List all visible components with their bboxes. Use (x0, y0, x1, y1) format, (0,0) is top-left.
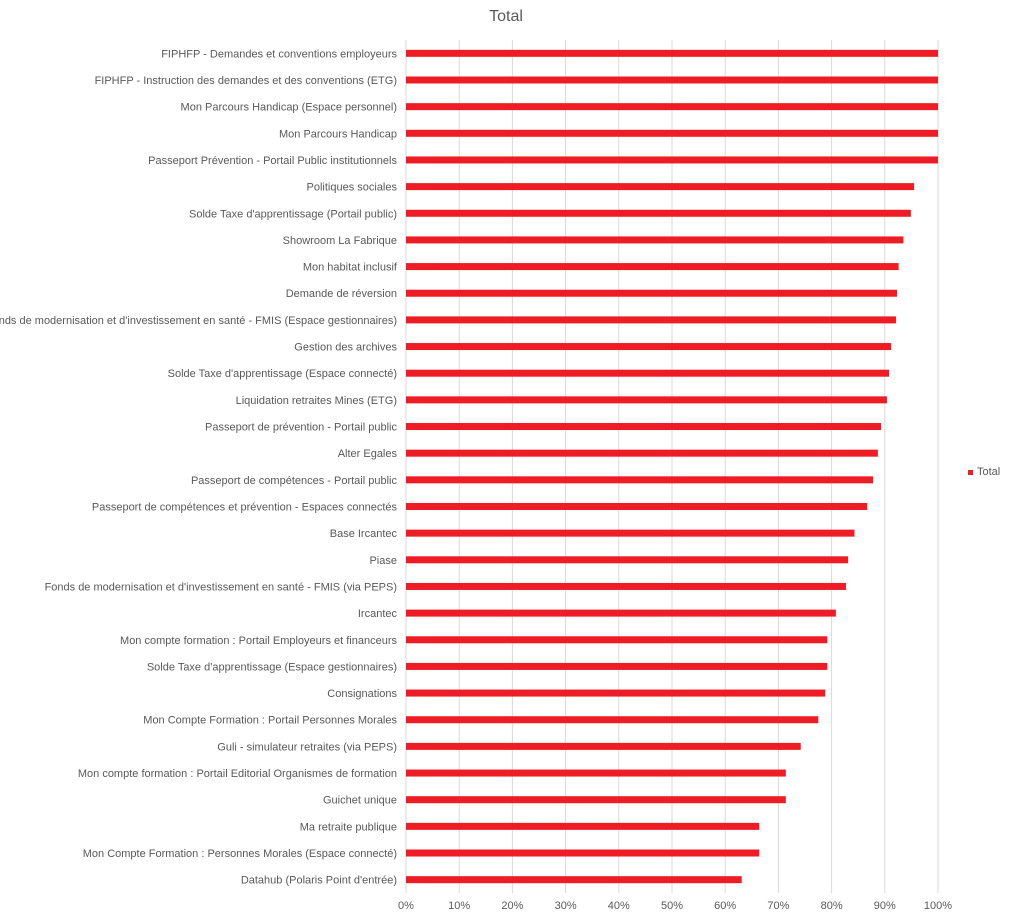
category-label: Solde Taxe d'apprentissage (Espace gesti… (147, 661, 397, 673)
category-label: Politiques sociales (307, 182, 398, 194)
bar (406, 396, 887, 404)
bar (406, 742, 801, 750)
legend-swatch (968, 469, 973, 475)
bar (406, 529, 855, 537)
bar (406, 369, 890, 377)
category-label: Passeport de compétences et prévention -… (92, 501, 398, 513)
bar (406, 502, 868, 510)
category-label: Fonds de modernisation et d'investisseme… (45, 581, 397, 593)
x-tick-label: 80% (821, 900, 843, 912)
category-label: Piase (369, 555, 397, 567)
category-label: Passeport Prévention - Portail Public in… (148, 155, 397, 167)
bar (406, 476, 874, 484)
x-tick-label: 60% (714, 900, 736, 912)
x-tick-label: 10% (448, 900, 470, 912)
category-label: Gestion des archives (294, 342, 397, 354)
category-label: Solde Taxe d'apprentissage (Portail publ… (189, 208, 397, 220)
category-label: Mon compte formation : Portail Employeur… (120, 635, 397, 647)
category-label: Guli - simulateur retraites (via PEPS) (217, 741, 397, 753)
bar (406, 822, 760, 830)
bar (406, 156, 938, 164)
x-tick-label: 20% (501, 900, 523, 912)
category-label: Mon Compte Formation : Personnes Morales… (83, 848, 397, 860)
x-tick-label: 50% (661, 900, 683, 912)
bar (406, 556, 849, 564)
bar (406, 423, 882, 431)
category-label: Guichet unique (323, 795, 397, 807)
x-tick-label: 30% (555, 900, 577, 912)
bar (406, 236, 904, 244)
category-label: Ircantec (358, 608, 398, 620)
bar (406, 662, 828, 670)
category-label: Demande de réversion (286, 288, 397, 300)
category-label: Showroom La Fabrique (283, 235, 397, 247)
bar (406, 183, 915, 191)
category-label: Datahub (Polaris Point d'entrée) (241, 875, 397, 887)
legend: Total (968, 466, 1000, 478)
bar (406, 209, 911, 217)
category-label: Mon habitat inclusif (303, 262, 398, 274)
category-label: Consignations (327, 688, 397, 700)
bar (406, 716, 819, 724)
bar (406, 796, 786, 804)
category-label: Mon Parcours Handicap (Espace personnel) (181, 102, 397, 114)
bar (406, 769, 786, 777)
category-label: Liquidation retraites Mines (ETG) (236, 395, 397, 407)
x-tick-label: 90% (874, 900, 896, 912)
bar (406, 129, 938, 137)
x-tick-label: 70% (767, 900, 789, 912)
bar (406, 289, 898, 297)
bar (406, 876, 742, 884)
bar (406, 849, 760, 857)
bar (406, 76, 938, 84)
category-label: Passeport de compétences - Portail publi… (191, 475, 398, 487)
category-label: Mon compte formation : Portail Editorial… (78, 768, 397, 780)
x-tick-label: 0% (398, 900, 414, 912)
category-label: FIPHFP - Demandes et conventions employe… (161, 48, 397, 60)
bar (406, 449, 878, 457)
category-label: Passeport de prévention - Portail public (205, 422, 397, 434)
category-label: Mon Parcours Handicap (279, 128, 397, 140)
bar (406, 343, 892, 351)
bar (406, 636, 828, 644)
bar (406, 689, 826, 697)
bar (406, 316, 896, 324)
category-label: Base Ircantec (330, 528, 398, 540)
chart-title: Total (489, 8, 523, 25)
bar (406, 582, 846, 590)
bar (406, 49, 938, 57)
x-tick-label: 100% (924, 900, 952, 912)
category-label: Alter Egales (338, 448, 398, 460)
bar (406, 103, 938, 111)
category-label: Fonds de modernisation et d'investisseme… (0, 315, 397, 327)
category-label: Solde Taxe d'apprentissage (Espace conne… (168, 368, 397, 380)
legend-label: Total (977, 466, 1001, 478)
x-tick-label: 40% (608, 900, 630, 912)
bar (406, 263, 899, 271)
category-label: Ma retraite publique (300, 821, 397, 833)
bar (406, 609, 836, 617)
category-label: FIPHFP - Instruction des demandes et des… (95, 75, 397, 87)
category-label: Mon Compte Formation : Portail Personnes… (143, 715, 397, 727)
